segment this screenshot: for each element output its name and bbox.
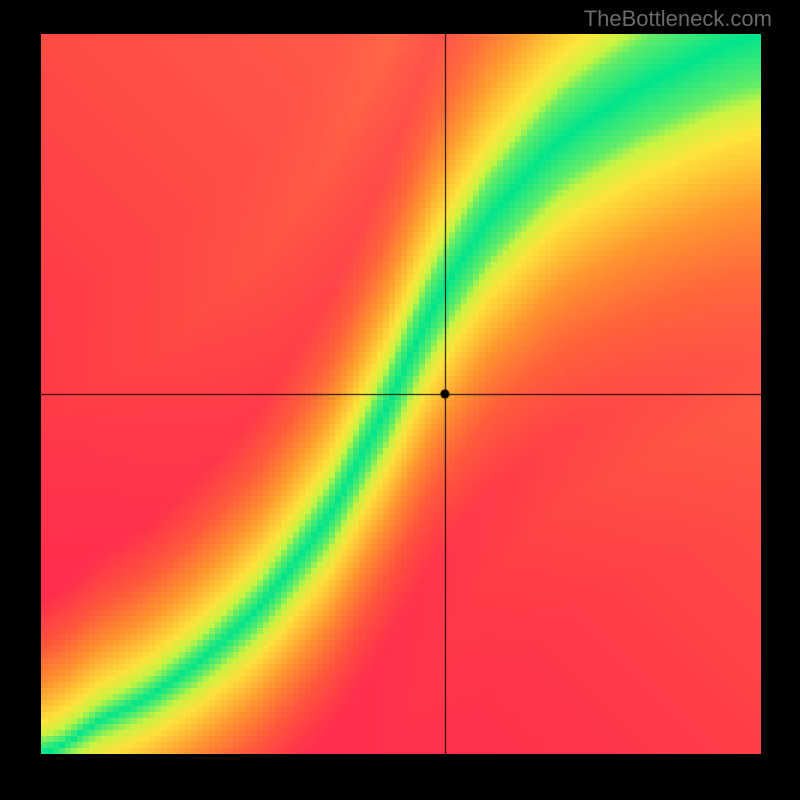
chart-container: TheBottleneck.com [0, 0, 800, 800]
bottleneck-heatmap [41, 34, 761, 754]
watermark-label: TheBottleneck.com [584, 6, 772, 32]
